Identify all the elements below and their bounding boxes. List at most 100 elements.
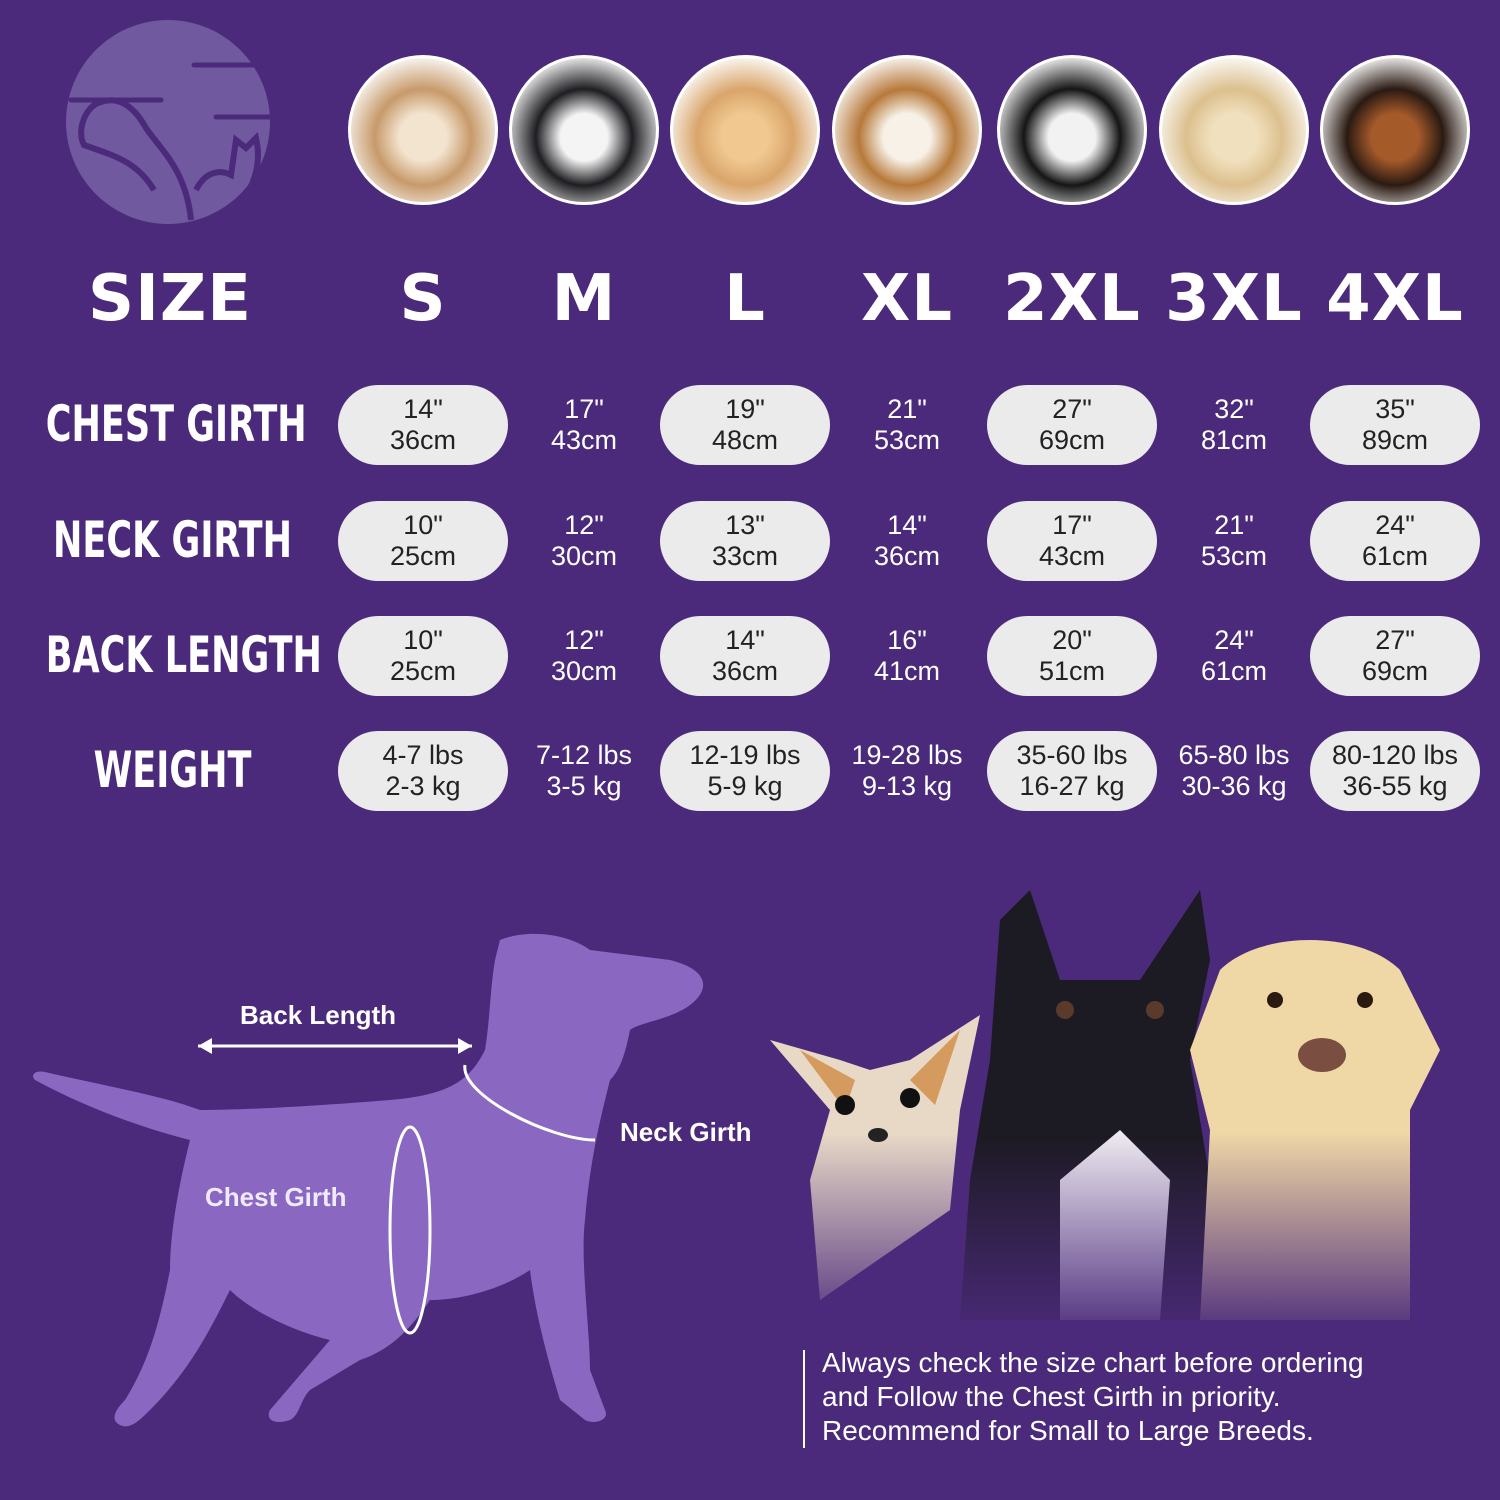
table-cell: 65-80 lbs 30-36 kg bbox=[1149, 731, 1319, 811]
metric-value: 30cm bbox=[550, 541, 618, 571]
row-label-neck-girth: NECK GIRTH bbox=[53, 511, 292, 569]
table-cell: 13" 33cm bbox=[660, 501, 830, 581]
table-cell: 12-19 lbs 5-9 kg bbox=[660, 731, 830, 811]
table-cell: 19-28 lbs 9-13 kg bbox=[822, 731, 992, 811]
metric-value: 53cm bbox=[1200, 541, 1268, 571]
imperial-value: 35" bbox=[1375, 394, 1415, 424]
metric-value: 48cm bbox=[711, 425, 779, 455]
row-label-chest-girth: CHEST GIRTH bbox=[45, 395, 307, 453]
metric-value: 5-9 kg bbox=[707, 771, 783, 801]
border-collie-photo bbox=[997, 55, 1147, 205]
chest-girth-label: Chest Girth bbox=[205, 1182, 347, 1212]
table-cell: 10" 25cm bbox=[338, 501, 508, 581]
back-length-label: Back Length bbox=[240, 1000, 397, 1030]
imperial-value: 80-120 lbs bbox=[1331, 740, 1459, 770]
table-cell: 14" 36cm bbox=[822, 501, 992, 581]
row-label-weight: WEIGHT bbox=[93, 741, 252, 799]
dog-silhouette-diagram bbox=[33, 933, 704, 1427]
table-cell: 80-120 lbs 36-55 kg bbox=[1310, 731, 1480, 811]
metric-value: 25cm bbox=[389, 656, 457, 686]
metric-value: 69cm bbox=[1361, 656, 1429, 686]
table-cell: 4-7 lbs 2-3 kg bbox=[338, 731, 508, 811]
imperial-value: 14" bbox=[403, 394, 443, 424]
metric-value: 36cm bbox=[873, 541, 941, 571]
imperial-value: 10" bbox=[403, 625, 443, 655]
table-cell: 24" 61cm bbox=[1310, 501, 1480, 581]
imperial-value: 27" bbox=[1052, 394, 1092, 424]
imperial-value: 19" bbox=[725, 394, 765, 424]
table-cell: 20" 51cm bbox=[987, 616, 1157, 696]
table-cell: 7-12 lbs 3-5 kg bbox=[499, 731, 669, 811]
imperial-value: 14" bbox=[887, 510, 927, 540]
metric-value: 3-5 kg bbox=[546, 771, 622, 801]
metric-value: 36-55 kg bbox=[1342, 771, 1448, 801]
imperial-value: 24" bbox=[1375, 510, 1415, 540]
metric-value: 81cm bbox=[1200, 425, 1268, 455]
imperial-value: 32" bbox=[1214, 394, 1254, 424]
size-header-l: L bbox=[724, 262, 766, 336]
metric-value: 43cm bbox=[1038, 541, 1106, 571]
table-cell: 14" 36cm bbox=[338, 385, 508, 465]
note-line: Recommend for Small to Large Breeds. bbox=[822, 1415, 1314, 1446]
metric-value: 61cm bbox=[1361, 541, 1429, 571]
table-cell: 17" 43cm bbox=[499, 385, 669, 465]
imperial-value: 12-19 lbs bbox=[689, 740, 801, 770]
shih-tzu-photo bbox=[348, 55, 498, 205]
table-cell: 32" 81cm bbox=[1149, 385, 1319, 465]
sizing-note: Always check the size chart before order… bbox=[822, 1346, 1364, 1448]
metric-value: 36cm bbox=[389, 425, 457, 455]
metric-value: 51cm bbox=[1038, 656, 1106, 686]
table-cell: 24" 61cm bbox=[1149, 616, 1319, 696]
table-cell: 19" 48cm bbox=[660, 385, 830, 465]
metric-value: 33cm bbox=[711, 541, 779, 571]
imperial-value: 7-12 lbs bbox=[535, 740, 633, 770]
table-cell: 12" 30cm bbox=[499, 616, 669, 696]
table-cell: 21" 53cm bbox=[1149, 501, 1319, 581]
cocker-spaniel-photo bbox=[670, 55, 820, 205]
metric-value: 89cm bbox=[1361, 425, 1429, 455]
imperial-value: 65-80 lbs bbox=[1178, 740, 1290, 770]
table-cell: 10" 25cm bbox=[338, 616, 508, 696]
table-cell: 21" 53cm bbox=[822, 385, 992, 465]
size-header-4xl: 4XL bbox=[1326, 262, 1464, 336]
imperial-value: 20" bbox=[1052, 625, 1092, 655]
imperial-value: 17" bbox=[564, 394, 604, 424]
table-cell: 17" 43cm bbox=[987, 501, 1157, 581]
note-line: and Follow the Chest Girth in priority. bbox=[822, 1381, 1281, 1412]
size-header-label: SIZE bbox=[87, 262, 253, 336]
metric-value: 9-13 kg bbox=[861, 771, 953, 801]
imperial-value: 16" bbox=[887, 625, 927, 655]
dog-silhouette-icon bbox=[33, 933, 704, 1427]
imperial-value: 27" bbox=[1375, 625, 1415, 655]
metric-value: 41cm bbox=[873, 656, 941, 686]
note-divider bbox=[803, 1350, 805, 1448]
metric-value: 25cm bbox=[389, 541, 457, 571]
note-line: Always check the size chart before order… bbox=[822, 1347, 1364, 1378]
table-cell: 35-60 lbs 16-27 kg bbox=[987, 731, 1157, 811]
metric-value: 30-36 kg bbox=[1181, 771, 1287, 801]
table-cell: 16" 41cm bbox=[822, 616, 992, 696]
metric-value: 61cm bbox=[1200, 656, 1268, 686]
imperial-value: 4-7 lbs bbox=[382, 740, 464, 770]
metric-value: 43cm bbox=[550, 425, 618, 455]
metric-value: 30cm bbox=[550, 656, 618, 686]
imperial-value: 14" bbox=[725, 625, 765, 655]
labrador-photo bbox=[1159, 55, 1309, 205]
imperial-value: 35-60 lbs bbox=[1016, 740, 1128, 770]
doberman-photo bbox=[1320, 55, 1470, 205]
table-cell: 12" 30cm bbox=[499, 501, 669, 581]
imperial-value: 12" bbox=[564, 510, 604, 540]
size-header-2xl: 2XL bbox=[1003, 262, 1141, 336]
table-cell: 27" 69cm bbox=[987, 385, 1157, 465]
three-dogs-photo bbox=[760, 880, 1460, 1340]
size-header-m: M bbox=[551, 262, 617, 336]
size-header-3xl: 3XL bbox=[1165, 262, 1303, 336]
size-header-s: S bbox=[399, 262, 447, 336]
metric-value: 16-27 kg bbox=[1019, 771, 1125, 801]
imperial-value: 17" bbox=[1052, 510, 1092, 540]
metric-value: 53cm bbox=[873, 425, 941, 455]
imperial-value: 10" bbox=[403, 510, 443, 540]
metric-value: 69cm bbox=[1038, 425, 1106, 455]
row-label-back-length: BACK LENGTH bbox=[45, 626, 322, 684]
table-cell: 35" 89cm bbox=[1310, 385, 1480, 465]
